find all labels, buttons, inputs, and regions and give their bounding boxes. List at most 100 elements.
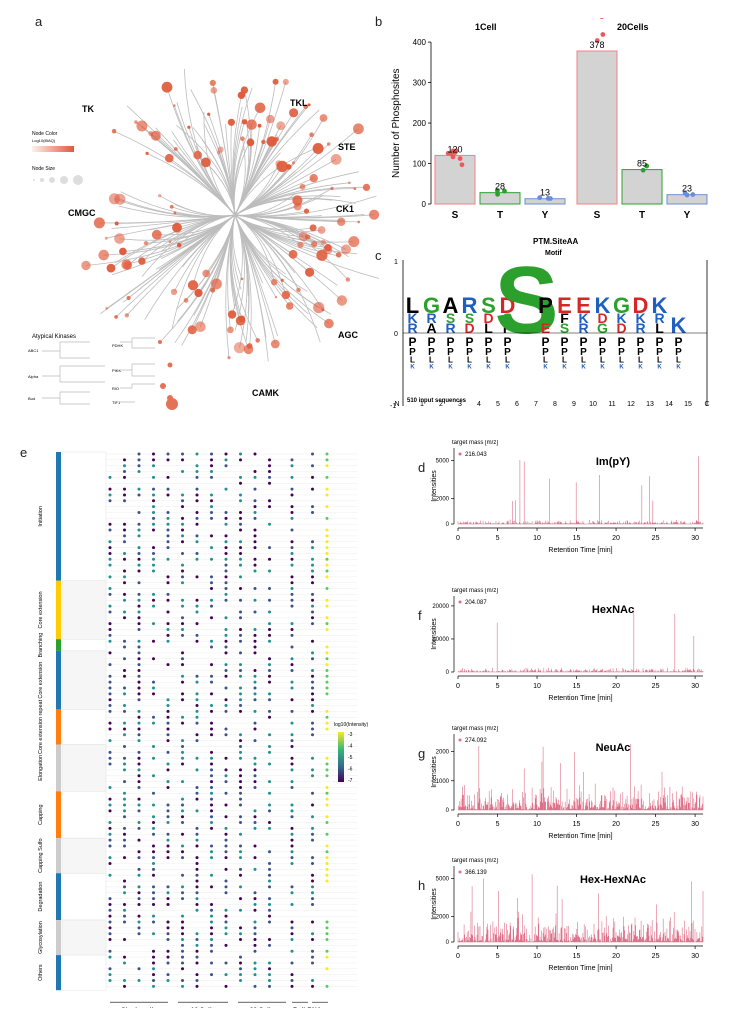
dot-cell bbox=[108, 762, 112, 766]
dot-cell bbox=[137, 914, 141, 918]
dot-cell bbox=[290, 698, 294, 702]
dot-cell bbox=[290, 493, 294, 497]
chrom-xtick: 20 bbox=[612, 821, 620, 828]
dot-cell bbox=[137, 698, 141, 702]
dot-legend-title: log10(Intensity) bbox=[334, 722, 369, 728]
dot-cell bbox=[253, 973, 257, 977]
dot-cell bbox=[253, 856, 257, 860]
dot-cell bbox=[325, 832, 329, 836]
dot-cell bbox=[108, 739, 112, 743]
motif-logo: PTM.SiteAA Motif 1 0 -1 RKLPPLKARGPPLKRS… bbox=[390, 237, 710, 409]
dot-cell bbox=[123, 984, 126, 988]
dot-cell bbox=[137, 750, 141, 754]
dot-cell bbox=[311, 487, 314, 491]
dot-cell bbox=[210, 762, 213, 766]
logo-letter: K bbox=[505, 365, 510, 371]
kinase-node bbox=[187, 325, 197, 335]
dot-cell bbox=[166, 920, 170, 924]
dot-cell bbox=[239, 979, 242, 982]
dot-cell bbox=[152, 592, 155, 596]
logo-ytick-bottom: -1 bbox=[390, 403, 396, 409]
dot-cell bbox=[137, 464, 141, 468]
dot-cell bbox=[152, 639, 155, 643]
dot-cell bbox=[195, 885, 199, 889]
bar-ytick: 200 bbox=[413, 119, 427, 128]
kinase-node bbox=[305, 267, 315, 277]
bar-point bbox=[594, 38, 600, 43]
dot-cell bbox=[195, 610, 199, 614]
chrom-ytick: 2000 bbox=[436, 497, 450, 503]
bar-point bbox=[459, 162, 465, 168]
logo-letter: R bbox=[635, 320, 645, 336]
dot-cell bbox=[108, 551, 112, 555]
kinase-node bbox=[341, 244, 351, 255]
chrom-target-label: target mass [m/z] bbox=[452, 858, 498, 864]
dot-cell bbox=[137, 891, 141, 895]
dot-cell bbox=[166, 785, 170, 789]
dot-cell bbox=[166, 902, 170, 906]
dot-cell bbox=[108, 955, 112, 959]
dot-cell bbox=[325, 569, 329, 573]
dot-cell bbox=[123, 780, 126, 784]
dot-cell bbox=[290, 809, 294, 813]
kinase-node bbox=[297, 241, 304, 249]
dot-cell bbox=[181, 633, 184, 637]
dot-cell bbox=[311, 832, 314, 836]
logo-letter: P bbox=[465, 335, 473, 349]
dot-cell bbox=[253, 815, 257, 819]
dot-column-label: Bulk bbox=[293, 1007, 307, 1008]
row-group-label: Core extension bbox=[38, 662, 44, 699]
dot-cell bbox=[137, 803, 141, 807]
dot-cell bbox=[253, 891, 257, 895]
dot-cell bbox=[325, 563, 329, 567]
dot-cell bbox=[123, 721, 126, 725]
row-group-label: Capping Sulfo bbox=[38, 838, 44, 873]
dot-cell bbox=[123, 692, 126, 696]
logo-xtick: 7 bbox=[534, 401, 538, 408]
dot-cell bbox=[195, 551, 199, 555]
dot-cell bbox=[152, 774, 155, 778]
dot-cell bbox=[311, 721, 314, 725]
dot-cell bbox=[166, 979, 170, 982]
dot-cell bbox=[195, 879, 199, 883]
dot-cell bbox=[224, 709, 228, 713]
dot-cell bbox=[108, 639, 112, 643]
chrom-ylabel: Intensities bbox=[431, 618, 438, 650]
dot-cell bbox=[239, 563, 242, 567]
dot-cell bbox=[239, 897, 242, 901]
logo-letter: P bbox=[599, 347, 606, 358]
dot-cell bbox=[268, 505, 271, 509]
logo-letter: P bbox=[447, 347, 454, 358]
dot-cell bbox=[181, 458, 184, 462]
dot-cell bbox=[181, 967, 184, 971]
kinase-node bbox=[303, 208, 310, 214]
logo-letter: R bbox=[654, 310, 664, 326]
bar-category-label: T bbox=[639, 210, 645, 221]
dot-cell bbox=[268, 475, 271, 479]
dot-cell bbox=[152, 745, 155, 748]
dot-cell bbox=[210, 885, 213, 889]
dot-cell bbox=[325, 768, 329, 772]
dot-cell bbox=[224, 908, 228, 912]
kinase-node bbox=[126, 296, 131, 300]
dot-cell bbox=[224, 727, 228, 731]
dot-cell bbox=[268, 879, 271, 883]
dot-cell bbox=[195, 932, 199, 936]
dot-cell bbox=[108, 475, 112, 479]
dot-cell bbox=[195, 938, 199, 942]
dot-cell bbox=[108, 692, 112, 696]
dot-cell bbox=[253, 475, 257, 479]
logo-letter: P bbox=[579, 335, 587, 349]
dot-cell bbox=[195, 493, 199, 497]
dot-cell bbox=[290, 973, 294, 977]
dot-cell bbox=[181, 926, 184, 930]
dot-cell bbox=[239, 850, 242, 854]
dot-cell bbox=[210, 873, 213, 877]
kinase-node bbox=[309, 132, 314, 137]
dot-cell bbox=[253, 984, 257, 988]
dot-cell bbox=[290, 891, 294, 895]
dot-cell bbox=[152, 598, 155, 602]
dot-cell bbox=[290, 475, 294, 479]
dot-cell bbox=[137, 897, 141, 901]
dot-cell bbox=[181, 663, 184, 667]
